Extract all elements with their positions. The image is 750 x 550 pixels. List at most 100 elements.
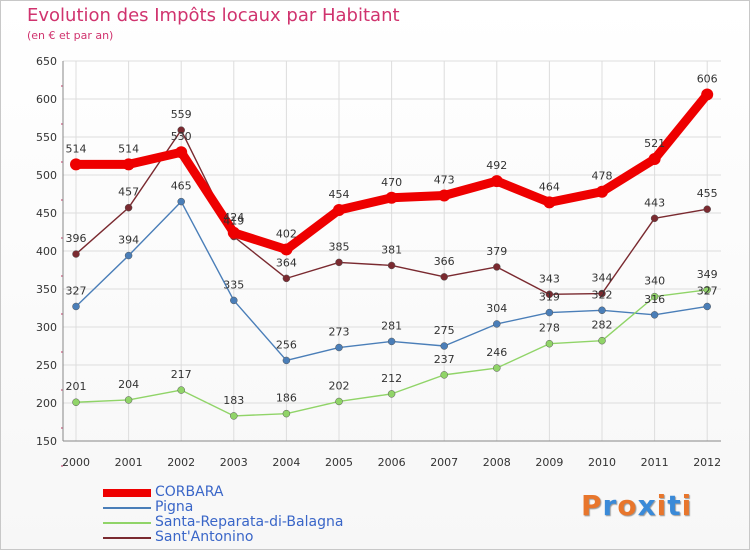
data-point bbox=[440, 371, 448, 379]
data-label: 183 bbox=[223, 394, 244, 407]
data-point bbox=[335, 258, 343, 267]
data-point bbox=[385, 191, 398, 204]
legend-swatch bbox=[103, 489, 151, 497]
y-tick-label: 400 bbox=[36, 245, 57, 258]
data-point bbox=[227, 226, 240, 239]
data-point bbox=[282, 356, 291, 365]
data-point bbox=[598, 336, 606, 345]
data-label: 204 bbox=[118, 378, 139, 391]
data-label: 237 bbox=[434, 353, 455, 366]
legend-label: Sant'Antonino bbox=[155, 529, 254, 545]
data-point bbox=[70, 158, 82, 171]
data-point bbox=[493, 364, 501, 372]
data-point bbox=[440, 273, 448, 281]
data-label: 606 bbox=[697, 72, 718, 85]
data-point bbox=[175, 146, 188, 159]
data-label: 465 bbox=[171, 180, 192, 193]
data-point bbox=[387, 261, 396, 270]
data-label: 379 bbox=[486, 245, 507, 258]
data-label: 340 bbox=[644, 275, 665, 288]
x-tick-label: 2001 bbox=[115, 456, 143, 469]
data-point bbox=[650, 214, 659, 223]
data-label: 455 bbox=[697, 187, 718, 200]
data-point bbox=[545, 339, 554, 348]
x-tick-label: 2007 bbox=[430, 456, 458, 469]
x-tick-label: 2005 bbox=[325, 456, 353, 469]
data-label: 327 bbox=[66, 284, 87, 297]
data-label: 327 bbox=[697, 284, 718, 297]
data-point bbox=[438, 189, 451, 202]
data-label: 402 bbox=[276, 227, 297, 240]
x-tick-label: 2004 bbox=[272, 456, 300, 469]
y-tick-label: 150 bbox=[36, 435, 57, 448]
data-point bbox=[650, 292, 659, 301]
data-label: 396 bbox=[66, 232, 87, 245]
data-point bbox=[177, 386, 185, 394]
data-label: 281 bbox=[381, 319, 402, 332]
data-point bbox=[230, 296, 238, 305]
chart-title: Evolution des Impôts locaux par Habitant bbox=[27, 5, 400, 26]
data-point bbox=[282, 274, 291, 283]
data-label: 478 bbox=[592, 170, 613, 183]
data-point bbox=[545, 290, 554, 299]
data-point bbox=[493, 320, 501, 328]
x-tick-label: 2011 bbox=[641, 456, 669, 469]
data-point bbox=[335, 397, 343, 406]
data-point bbox=[333, 203, 345, 216]
data-label: 492 bbox=[486, 159, 507, 172]
x-tick-label: 2006 bbox=[378, 456, 406, 469]
data-label: 343 bbox=[539, 272, 560, 285]
data-label: 364 bbox=[276, 256, 297, 269]
data-label: 443 bbox=[644, 196, 665, 209]
y-tick-label: 500 bbox=[36, 169, 57, 182]
data-label: 278 bbox=[539, 322, 560, 335]
data-label: 514 bbox=[66, 142, 87, 155]
data-point bbox=[545, 308, 554, 317]
data-point bbox=[598, 306, 606, 315]
data-point bbox=[493, 263, 501, 271]
data-point bbox=[72, 250, 80, 258]
y-tick-label: 300 bbox=[36, 321, 57, 334]
data-label: 273 bbox=[329, 326, 350, 339]
data-point bbox=[701, 88, 714, 101]
data-label: 212 bbox=[381, 372, 402, 385]
y-tick-label: 250 bbox=[36, 359, 57, 372]
x-tick-label: 2010 bbox=[588, 456, 616, 469]
legend-swatch bbox=[103, 522, 151, 524]
data-point bbox=[72, 302, 80, 311]
data-point bbox=[490, 175, 503, 188]
legend-label: CORBARA bbox=[155, 484, 224, 500]
data-label: 319 bbox=[539, 291, 560, 304]
data-point bbox=[335, 343, 343, 352]
data-label: 530 bbox=[171, 130, 192, 143]
data-point bbox=[124, 396, 133, 404]
data-point bbox=[72, 398, 80, 406]
x-tick-label: 2000 bbox=[62, 456, 90, 469]
data-label: 521 bbox=[644, 137, 665, 150]
data-point bbox=[282, 409, 291, 418]
data-point bbox=[122, 158, 135, 171]
data-point bbox=[230, 412, 238, 420]
data-label: 316 bbox=[644, 293, 665, 306]
data-point bbox=[177, 197, 185, 206]
legend-swatch bbox=[103, 507, 151, 509]
y-tick-label: 450 bbox=[36, 207, 57, 220]
data-label: 246 bbox=[486, 346, 507, 359]
data-label: 470 bbox=[381, 176, 402, 189]
data-point bbox=[177, 126, 185, 134]
data-point bbox=[280, 243, 293, 256]
legend-swatch bbox=[103, 537, 151, 539]
data-point bbox=[440, 342, 448, 350]
data-label: 186 bbox=[276, 392, 297, 405]
y-tick-label: 350 bbox=[36, 283, 57, 296]
data-label: 349 bbox=[697, 268, 718, 281]
data-point bbox=[648, 153, 661, 166]
legend-label: Pigna bbox=[155, 499, 194, 515]
data-point bbox=[650, 311, 659, 319]
data-point bbox=[703, 286, 711, 294]
data-point bbox=[124, 251, 133, 260]
data-point bbox=[387, 390, 396, 398]
data-label: 464 bbox=[539, 180, 560, 193]
data-point bbox=[598, 289, 606, 298]
